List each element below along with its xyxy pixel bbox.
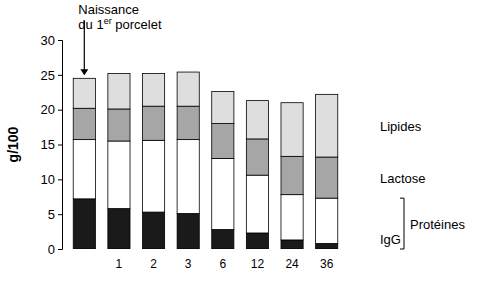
tick-label: 3 [185,257,192,271]
tick-mark [58,75,62,76]
tick-mark [58,40,62,41]
tick-label: 1 [116,257,123,271]
tick: 0 [48,242,62,257]
bar-segment [212,229,234,249]
tick-label: 24 [285,257,299,271]
bar-segment [246,233,268,249]
tick: 36 [320,257,334,271]
bar-segment [142,212,164,249]
bars [73,72,338,249]
bar-segment [281,240,303,249]
chart: 0510152025301236122436g/100Naissancedu 1… [0,0,499,281]
bar-segment [316,94,338,157]
tick-mark [58,249,62,250]
tick-label: 30 [41,33,55,48]
bar-segment [177,106,199,139]
tick-label: 0 [48,242,55,257]
tick-label: 5 [48,207,55,222]
series-labels: IgG Protéines Lactose Lipides [380,119,465,249]
y-axis: 0 5 10 15 20 25 30 [41,33,63,257]
tick-label: 6 [219,257,226,271]
tick-label: 2 [150,257,157,271]
tick: 3 [185,257,192,271]
tick-mark [58,179,62,180]
tick-label: 20 [41,102,55,117]
series-label: Protéines [410,217,465,232]
bar-segment [212,158,234,229]
tick: 1 [116,257,123,271]
tick: 24 [285,257,299,271]
tick-mark [58,145,62,146]
tick: 6 [219,257,226,271]
tick-mark [58,214,62,215]
bar-segment [246,101,268,139]
tick: 12 [251,257,265,271]
tick-label: 10 [41,172,55,187]
tick: 30 [41,33,62,48]
tick-label: 15 [41,137,55,152]
bracket [400,198,404,249]
tick: 5 [48,207,62,222]
annotation-arrow [84,21,85,74]
bar-segment [177,213,199,249]
bar-segment [142,73,164,106]
bar-segment [73,78,95,108]
tick: 2 [150,257,157,271]
bar-segment [108,109,130,141]
axis-line [58,41,63,250]
series-label: IgG [380,232,401,247]
bar-segment [177,140,199,214]
bar-segment [73,199,95,249]
annotation: Naissancedu 1er porcelet [78,2,162,32]
bar-segment [142,106,164,140]
bar-segment [212,92,234,124]
bar-segment [246,175,268,233]
bar-segment [108,141,130,209]
annotation-arrowhead [80,69,88,75]
tick-label: 36 [320,257,334,271]
bar-segment [316,243,338,249]
bar-segment [73,140,95,199]
tick: 10 [41,172,62,187]
bar-segment [281,195,303,240]
bar-segment [108,73,130,109]
series-label: Lactose [380,171,426,186]
series-label: Lipides [380,119,422,134]
bar-segment [212,124,234,159]
bar-segment [316,198,338,243]
bar-segment [73,108,95,139]
tick-mark [58,110,62,111]
tick-label: 12 [251,257,265,271]
tick: 25 [41,67,62,82]
bar-segment [177,72,199,106]
axis-title: g/100 [5,126,21,162]
bar-segment [108,209,130,249]
tick-label: 25 [41,67,55,82]
bar-segment [246,139,268,175]
bar-segment [142,140,164,212]
bar-segment [316,157,338,198]
bar-segment [281,103,303,157]
tick: 15 [41,137,62,152]
tick: 20 [41,102,62,117]
x-axis: 1236122436 [116,257,334,271]
series [73,72,338,157]
bar-segment [281,156,303,194]
